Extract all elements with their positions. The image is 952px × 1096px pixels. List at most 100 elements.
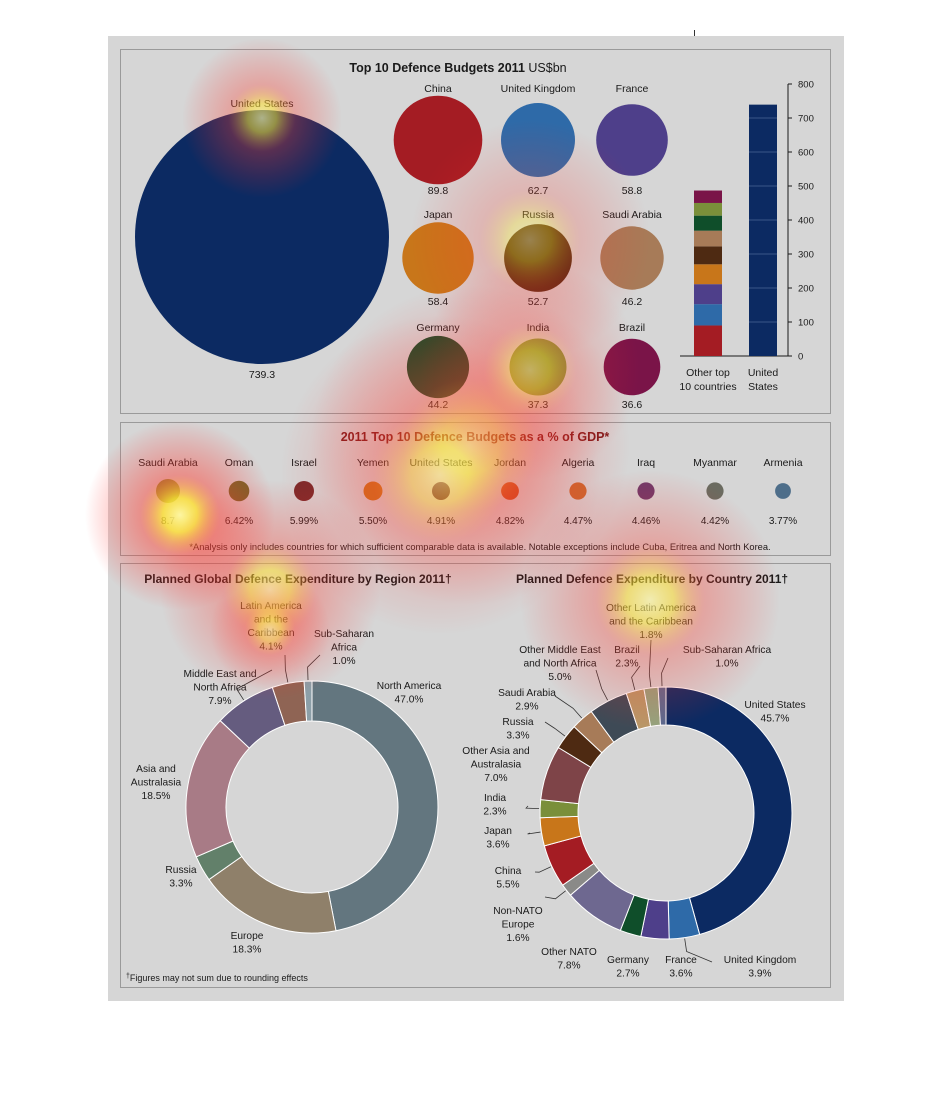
y-tick-label-400: 400 xyxy=(798,216,814,227)
donut-charts: Planned Global Defence Expenditure by Re… xyxy=(126,572,806,983)
donut-country-label-non-nato-europe-1: Non-NATO xyxy=(493,906,543,917)
gdp-value-armenia: 3.77% xyxy=(769,516,797,527)
bar-category-label-1-1: Other top xyxy=(686,367,730,379)
us-bar xyxy=(749,104,777,356)
donut-region-label-latin-america-and-the-caribbean-2: and the xyxy=(254,615,288,626)
y-tick-label-200: 200 xyxy=(798,284,814,295)
donut-country-label-france-2: 3.6% xyxy=(669,969,692,980)
stack-segment-brazil xyxy=(694,190,722,203)
donut-region-label-latin-america-and-the-caribbean-3: Caribbean xyxy=(247,628,294,639)
donut-region-label-europe-2: 18.3% xyxy=(233,945,262,956)
y-tick-label-500: 500 xyxy=(798,182,814,193)
donut-region-label-sub-saharan-africa-3: 1.0% xyxy=(332,656,355,667)
donut-region-label-middle-east-and-north-africa-1: Middle East and xyxy=(183,669,256,680)
donut-country-label-japan-1: Japan xyxy=(484,826,512,837)
donut-country-label-germany-1: Germany xyxy=(607,955,650,966)
donut-country-label-russia-2: 3.3% xyxy=(506,731,529,742)
bubble-label-united-kingdom: United Kingdom xyxy=(501,83,576,95)
y-tick-label-600: 600 xyxy=(798,148,814,159)
donut-country-slice-united-states xyxy=(665,686,793,936)
donut-country-label-sub-saharan-africa-1: Sub-Saharan Africa xyxy=(683,645,772,656)
crop-mark xyxy=(694,30,695,40)
donut-region-label-russia-1: Russia xyxy=(165,865,196,876)
bubble-label-france: France xyxy=(616,83,649,95)
donut-country-label-saudi-arabia-1: Saudi Arabia xyxy=(498,688,556,699)
donut-country-label-other-middle-east-and-north-africa-1: Other Middle East xyxy=(519,645,601,656)
donut-country-leader-other-latin-america-and-the-caribbean xyxy=(648,639,652,687)
donut-country-label-france-1: France xyxy=(665,955,697,966)
donut-region-label-latin-america-and-the-caribbean-1: Latin America xyxy=(240,601,302,612)
donut-country-label-other-latin-america-and-the-caribbean-1: Other Latin America xyxy=(606,603,696,614)
stack-segment-india xyxy=(694,202,722,216)
donut-country-label-india-2: 2.3% xyxy=(483,807,506,818)
gdp-label-iraq: Iraq xyxy=(637,457,655,469)
donut-country-label-china-1: China xyxy=(495,866,522,877)
stack-segment-japan xyxy=(694,264,722,285)
donut-country-label-other-asia-and-australasia-3: 7.0% xyxy=(484,773,507,784)
donut-country-label-brazil-1: Brazil xyxy=(614,645,639,656)
donut-country-label-india-1: India xyxy=(484,793,506,804)
donut-country-label-non-nato-europe-3: 1.6% xyxy=(506,933,529,944)
donut-country-label-other-nato-1: Other NATO xyxy=(541,947,597,958)
donut-country-label-saudi-arabia-2: 2.9% xyxy=(515,702,538,713)
donut-region-label-sub-saharan-africa-1: Sub-Saharan xyxy=(314,629,374,640)
bubble-label-china: China xyxy=(424,83,452,95)
donut-country-label-other-asia-and-australasia-2: Australasia xyxy=(471,760,522,771)
donut-country-leader-other-middle-east-and-north-africa xyxy=(595,669,608,701)
country-donut-title: Planned Defence Expenditure by Country 2… xyxy=(516,572,788,586)
rounding-footnote: †Figures may not sum due to rounding eff… xyxy=(126,973,308,983)
gdp-label-myanmar: Myanmar xyxy=(693,457,737,469)
donut-region-leader-latin-america-and-the-caribbean xyxy=(284,654,289,683)
stack-segment-germany xyxy=(694,215,722,231)
donut-country-leader-saudi-arabia xyxy=(554,695,583,719)
donut-region-slice-asia-and-australasia xyxy=(185,719,251,858)
stack-segment-saudi-arabia xyxy=(694,230,722,247)
donut-region-label-asia-and-australasia-1: Asia and xyxy=(136,764,176,775)
stack-segment-united-kingdom xyxy=(694,304,722,326)
donut-region-label-north-america-1: North America xyxy=(377,681,442,692)
donut-country-leader-india xyxy=(525,805,540,810)
gdp-label-armenia: Armenia xyxy=(763,457,802,469)
donut-country-label-other-nato-2: 7.8% xyxy=(557,961,580,972)
donut-country-label-non-nato-europe-2: Europe xyxy=(502,920,535,931)
donut-country-label-other-middle-east-and-north-africa-2: and North Africa xyxy=(523,659,596,670)
country-donut: United States 45.7% United Kingdom 3.9% Fran… xyxy=(462,603,805,980)
donut-region-label-europe-1: Europe xyxy=(231,931,264,942)
y-tick-label-0: 0 xyxy=(798,352,803,363)
donut-region-label-sub-saharan-africa-2: Africa xyxy=(331,643,357,654)
donut-region-label-asia-and-australasia-2: Australasia xyxy=(131,778,182,789)
donut-country-label-united-kingdom-2: 3.9% xyxy=(748,969,771,980)
stack-segment-france xyxy=(694,284,722,305)
y-tick-label-100: 100 xyxy=(798,318,814,329)
donut-country-leader-united-kingdom xyxy=(684,938,713,963)
donut-country-label-germany-2: 2.7% xyxy=(616,969,639,980)
donut-country-leader-china xyxy=(534,866,552,873)
donut-country-label-japan-2: 3.6% xyxy=(486,840,509,851)
donut-region-label-latin-america-and-the-caribbean-4: 4.1% xyxy=(259,642,282,653)
y-tick-label-800: 800 xyxy=(798,80,814,91)
stack-segment-china xyxy=(694,325,722,356)
donut-region-label-russia-2: 3.3% xyxy=(169,879,192,890)
donut-country-label-other-latin-america-and-the-caribbean-2: and the Caribbean xyxy=(609,617,693,628)
donut-country-leader-brazil xyxy=(631,665,641,690)
donut-country-label-china-2: 5.5% xyxy=(496,880,519,891)
donut-country-label-united-kingdom-1: United Kingdom xyxy=(724,955,797,966)
donut-country-label-other-latin-america-and-the-caribbean-3: 1.8% xyxy=(639,630,662,641)
donut-region-label-middle-east-and-north-africa-3: 7.9% xyxy=(208,696,231,707)
donut-region-label-middle-east-and-north-africa-2: North Africa xyxy=(193,683,247,694)
donut-region-label-north-america-2: 47.0% xyxy=(395,695,424,706)
y-tick-label-700: 700 xyxy=(798,114,814,125)
top-budgets-title: Top 10 Defence Budgets 2011 US$bn xyxy=(349,61,566,75)
donut-region-label-asia-and-australasia-3: 18.5% xyxy=(142,791,171,802)
donut-country-leader-non-nato-europe xyxy=(544,890,566,900)
donut-country-label-other-middle-east-and-north-africa-3: 5.0% xyxy=(548,672,571,683)
donut-country-label-russia-1: Russia xyxy=(502,717,533,728)
bar-category-label-1-2: 10 countries xyxy=(679,381,736,393)
bar-category-label-2-1: United xyxy=(748,367,779,379)
bubble-value-united-states: 739.3 xyxy=(249,369,275,381)
donut-country-label-sub-saharan-africa-2: 1.0% xyxy=(715,659,738,670)
donut-country-leader-japan xyxy=(527,831,541,835)
bar-category-label-2-2: States xyxy=(748,381,778,393)
donut-country-label-brazil-2: 2.3% xyxy=(615,659,638,670)
region-donut-title: Planned Global Defence Expenditure by Re… xyxy=(144,572,451,586)
